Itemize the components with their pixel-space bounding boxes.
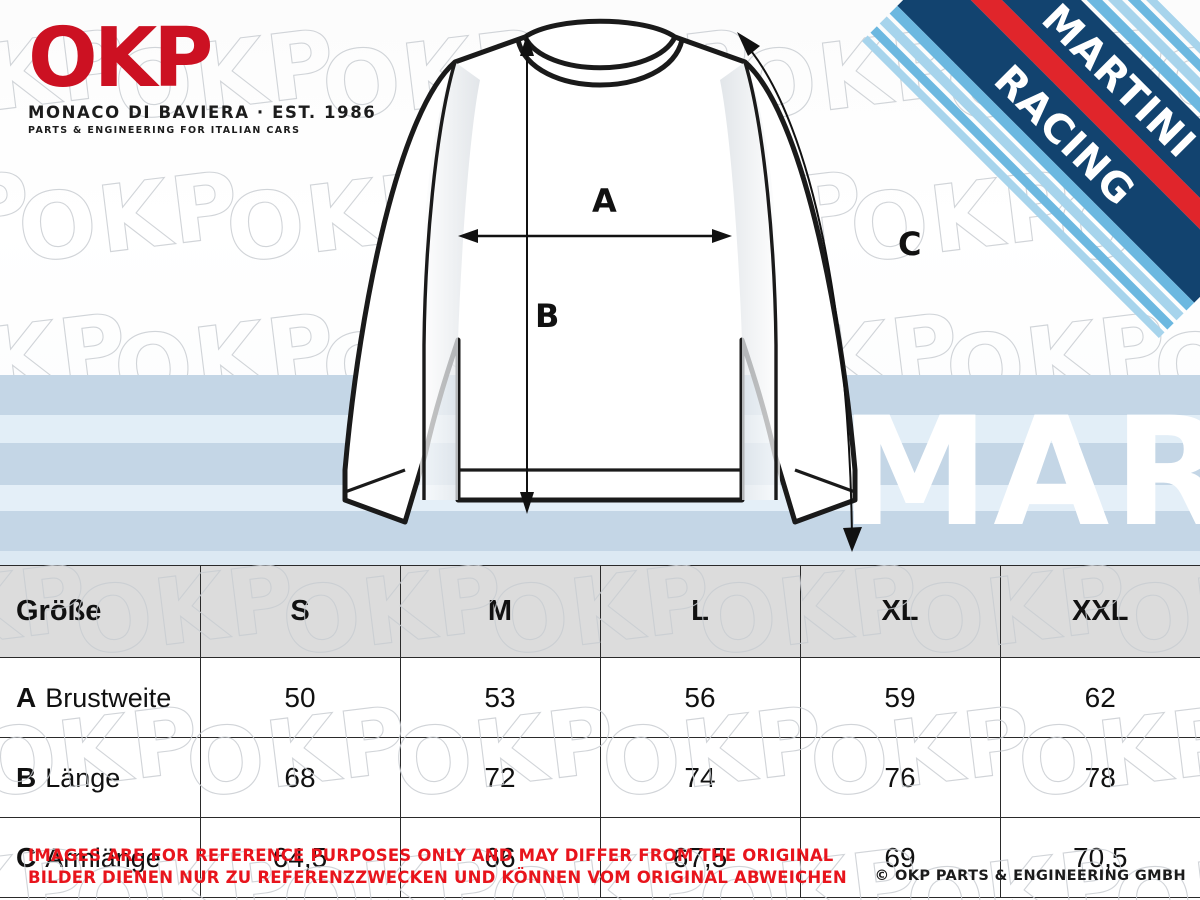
cell-a-s: 50 [199, 657, 401, 738]
header-size-l: L [599, 565, 801, 658]
row-code-a: A [16, 681, 37, 713]
table-row: A Brustweite 50 53 56 59 62 [0, 657, 1200, 738]
logo-tagline: MONACO DI BAVIERA · EST. 1986 [28, 102, 377, 122]
disclaimer-line-de: BILDER DIENEN NUR ZU REFERENZZWECKEN UND… [28, 867, 847, 887]
row-label-c: C Armlänge [0, 817, 201, 898]
garment-illustration-area: OKPOKPOKPOKPOKPOKPOKPOKPOKPOKPOKPOKPOKPO… [0, 0, 1200, 565]
row-name-b: Länge [45, 762, 121, 793]
cell-b-l: 74 [599, 737, 801, 818]
header-groesse: Größe [0, 565, 201, 658]
cell-c-m: 66 [399, 817, 601, 898]
header-size-s: S [199, 565, 401, 658]
row-label-b: B Länge [0, 737, 201, 818]
cell-a-xl: 59 [799, 657, 1001, 738]
row-name-c: Armlänge [45, 842, 161, 873]
cell-b-m: 72 [399, 737, 601, 818]
label-length-B: B [535, 297, 560, 335]
row-code-c: C [16, 841, 37, 873]
cell-b-xl: 76 [799, 737, 1001, 818]
sweater-diagram [342, 18, 862, 552]
table-row: B Länge 68 72 74 76 78 [0, 737, 1200, 818]
size-table-wrapper: OKPOKPOKPOKPOKPOKPOKPOKPOKPOKPOKPOKPOKPO… [0, 565, 1200, 900]
disclaimer-text: IMAGES ARE FOR REFERENCE PURPOSES ONLY A… [28, 845, 847, 889]
label-chest-A: A [592, 182, 617, 220]
blue-band-5 [0, 511, 1200, 551]
logo-subtitle: PARTS & ENGINEERING FOR ITALIAN CARS [28, 124, 301, 136]
logo-wordmark: OKP [28, 11, 213, 106]
table-header-row: Größe S M L XL XXL [0, 565, 1200, 658]
size-table: Größe S M L XL XXL A Brustweite 50 53 56 … [0, 565, 1200, 898]
table-row: C Armlänge 64,5 66 67,5 69 70,5 [0, 817, 1200, 898]
disclaimer-line-en: IMAGES ARE FOR REFERENCE PURPOSES ONLY A… [28, 846, 834, 865]
header-size-xxl: XXL [999, 565, 1200, 658]
cell-c-s: 64,5 [199, 817, 401, 898]
cell-a-xxl: 62 [999, 657, 1200, 738]
cell-a-l: 56 [599, 657, 801, 738]
cell-a-m: 53 [399, 657, 601, 738]
row-label-a: A Brustweite [0, 657, 201, 738]
okp-logo: OKP MONACO DI BAVIERA · EST. 1986 PARTS … [28, 11, 377, 136]
blue-band-6 [0, 551, 1200, 565]
row-name-a: Brustweite [45, 682, 172, 713]
cell-c-xl: 69 [799, 817, 1001, 898]
copyright-text: © OKP PARTS & ENGINEERING GMBH [874, 868, 1186, 884]
cell-c-xxl: 70,5 [999, 817, 1200, 898]
martini-background-text: MAR [840, 386, 1200, 560]
cell-b-xxl: 78 [999, 737, 1200, 818]
header-size-xl: XL [799, 565, 1001, 658]
cell-b-s: 68 [199, 737, 401, 818]
header-size-m: M [399, 565, 601, 658]
label-sleeve-C: C [898, 225, 922, 263]
cell-c-l: 67,5 [599, 817, 801, 898]
row-code-b: B [16, 761, 37, 793]
